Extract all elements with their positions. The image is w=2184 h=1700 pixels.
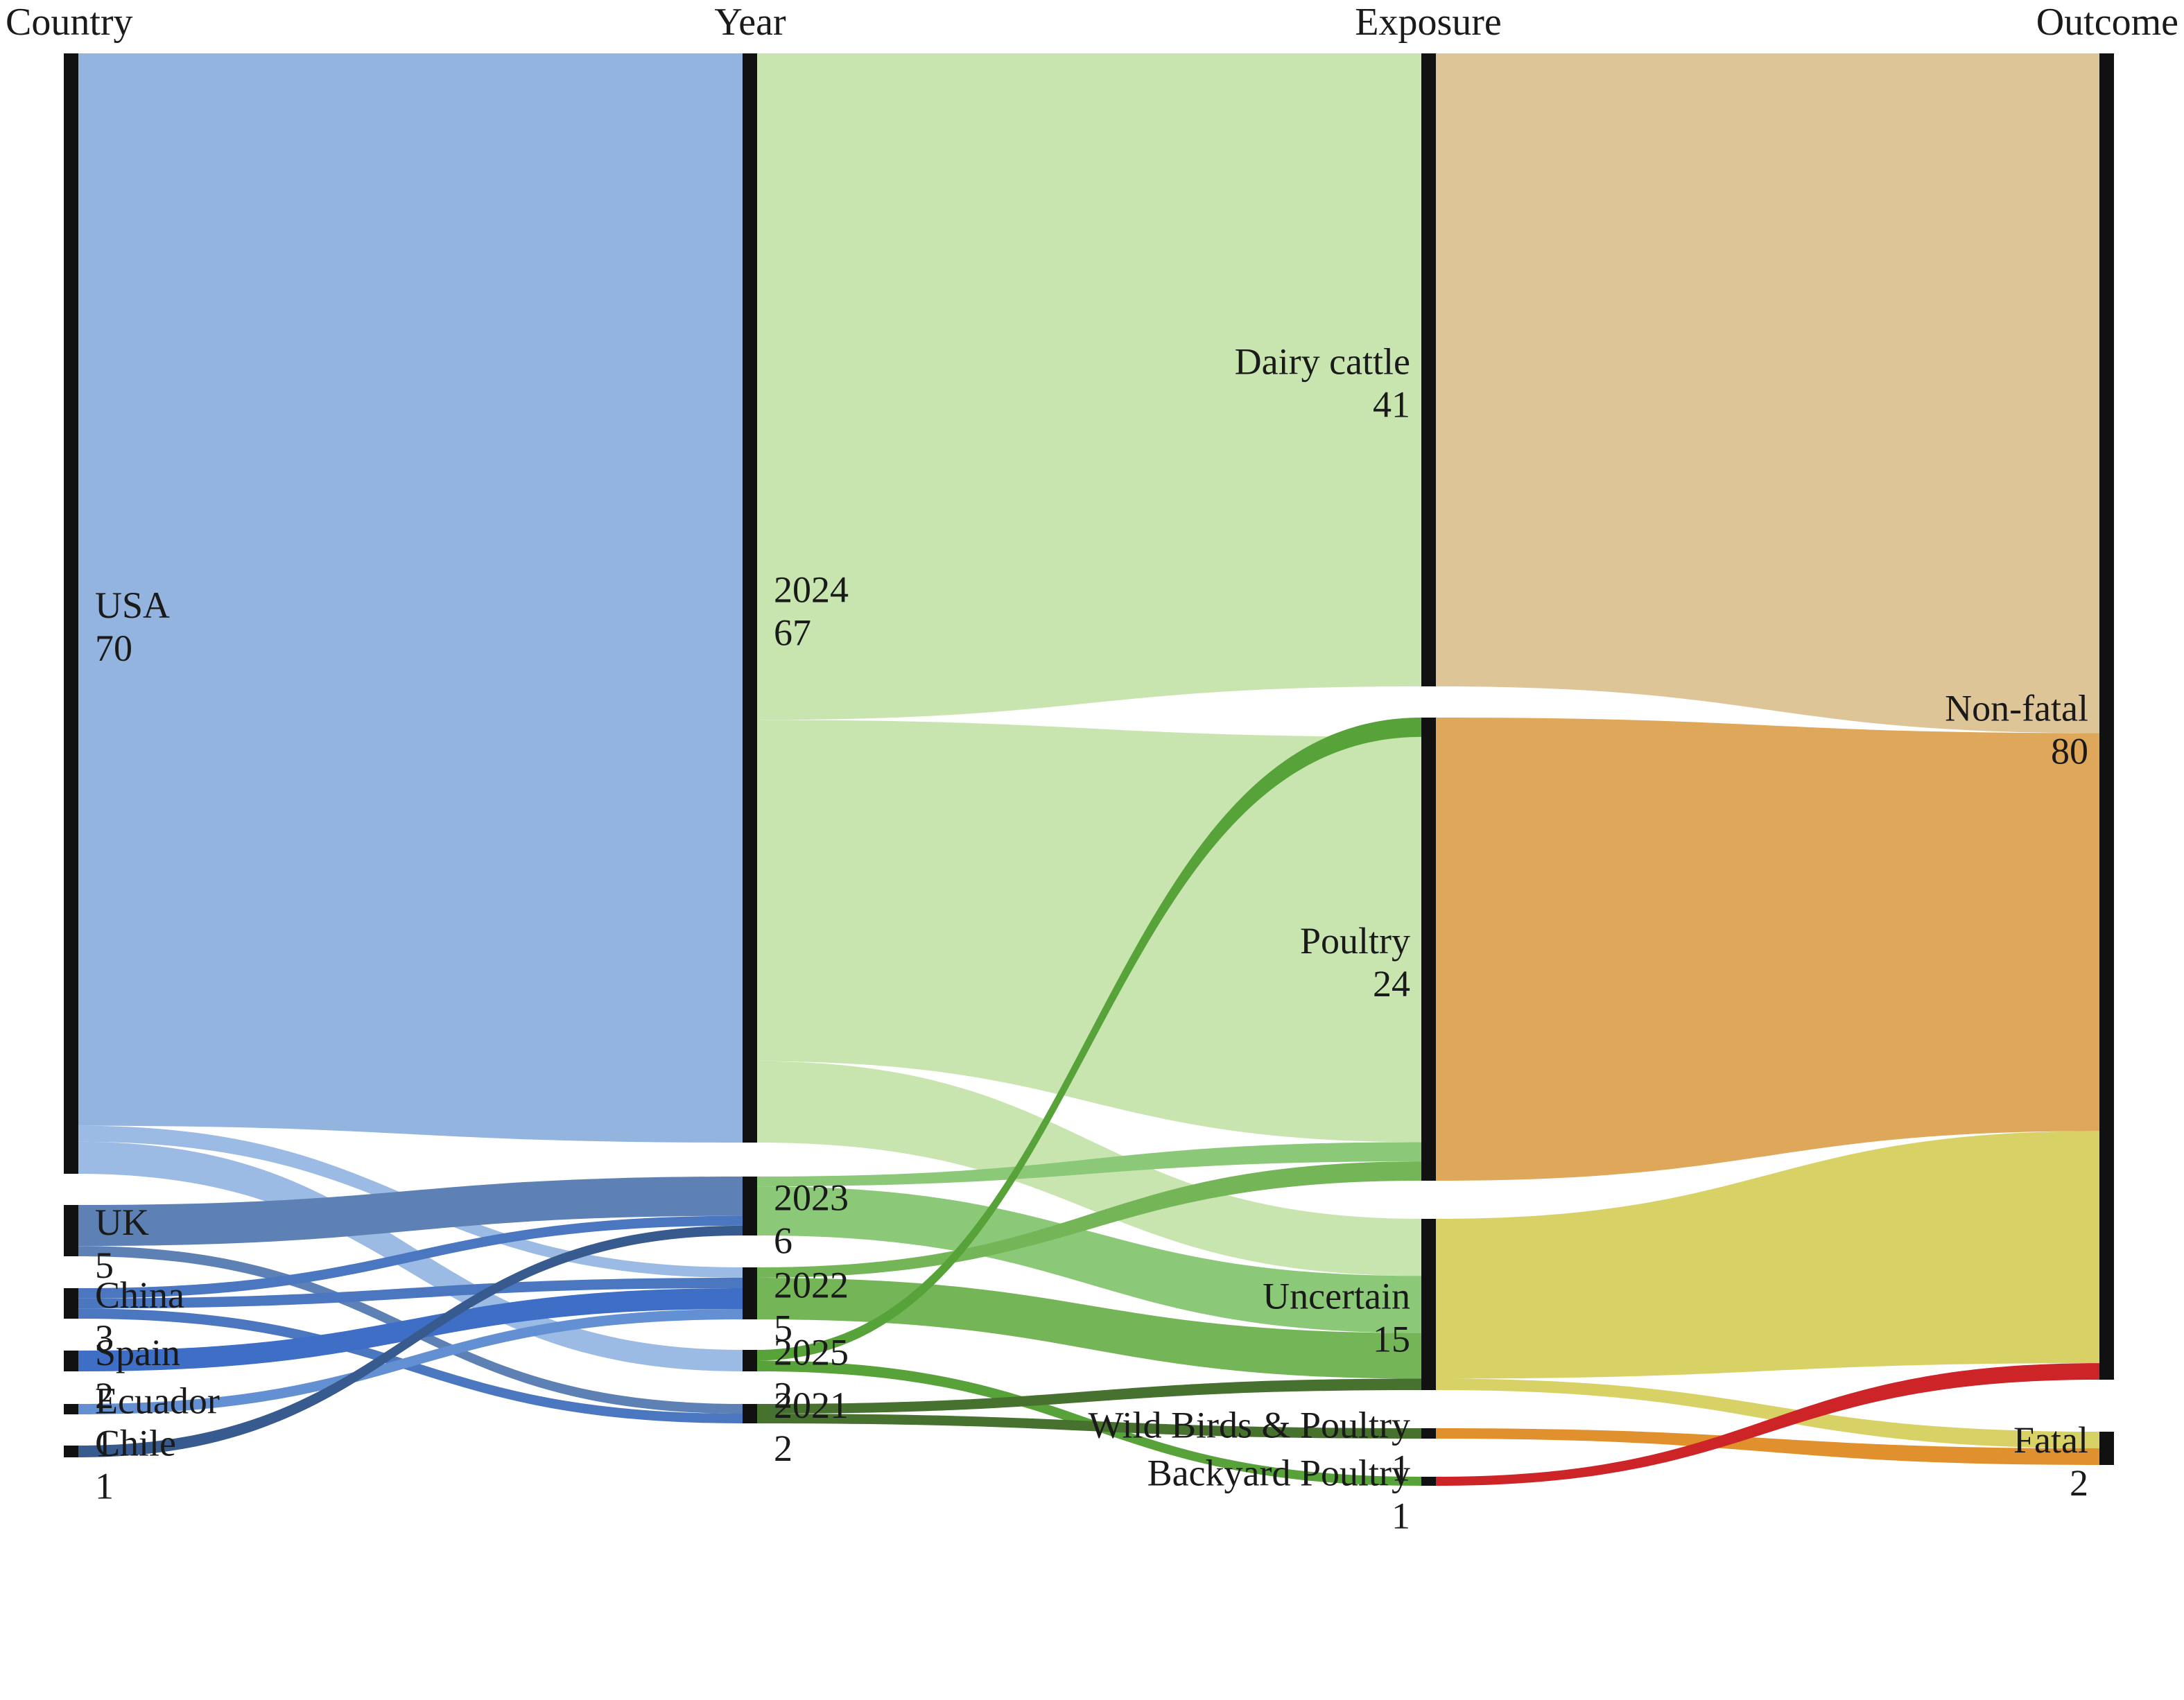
node-label-fatal: Fatal — [2013, 1419, 2088, 1461]
node-label-uncertain: Uncertain — [1263, 1276, 1410, 1317]
node-value-y2025: 2 — [774, 1375, 792, 1416]
node-wbp — [1421, 1428, 1436, 1439]
node-label-chile: Chile — [95, 1423, 176, 1464]
node-y2025 — [743, 1350, 757, 1371]
node-value-nonfatal: 80 — [2051, 731, 2088, 772]
node-fatal — [2099, 1432, 2114, 1465]
flow-y2023-uncertain — [757, 1186, 1421, 1333]
column-header-exposure: Exposure — [1355, 1, 1502, 44]
flow-y2024-poultry — [757, 720, 1421, 1143]
node-poultry — [1421, 718, 1436, 1181]
node-value-y2023: 6 — [774, 1220, 792, 1262]
column-header-year: Year — [714, 1, 786, 44]
node-uk — [64, 1205, 78, 1256]
node-label-china: China — [95, 1274, 184, 1316]
flow-usa-y2024 — [78, 53, 743, 1143]
node-label-poultry: Poultry — [1300, 920, 1410, 962]
node-dairy — [1421, 53, 1436, 686]
flow-y2024-dairy — [757, 53, 1421, 720]
flow-backyard-nonfatal — [1436, 1363, 2099, 1486]
node-label-y2023: 2023 — [774, 1177, 849, 1219]
flow-china-y2022 — [78, 1278, 743, 1309]
flow-chile-y2023 — [78, 1225, 743, 1457]
node-value-uk: 5 — [95, 1244, 114, 1286]
node-value-ecuador: 1 — [95, 1423, 114, 1465]
node-y2024 — [743, 53, 757, 1143]
node-chile — [64, 1446, 78, 1457]
flow-dairy-nonfatal — [1436, 53, 2099, 734]
node-value-chile: 1 — [95, 1466, 114, 1507]
node-y2022 — [743, 1267, 757, 1319]
sankey-nodes — [64, 53, 2114, 1486]
node-value-china: 3 — [95, 1317, 114, 1359]
flow-uncertain-nonfatal — [1436, 1131, 2099, 1379]
node-y2021 — [743, 1404, 757, 1423]
node-labels: USA70UK5China3Spain2Ecuador1Chile1202467… — [95, 341, 2088, 1537]
column-header-country: Country — [6, 1, 133, 44]
column-headers: Country Year Exposure Outcome — [6, 1, 2178, 44]
node-label-ecuador: Ecuador — [95, 1380, 220, 1422]
flow-poultry-nonfatal — [1436, 718, 2099, 1181]
flow-y2021-uncertain — [757, 1378, 1421, 1414]
node-value-fatal: 2 — [2070, 1462, 2088, 1504]
flow-y2022-uncertain — [757, 1278, 1421, 1379]
node-label-usa: USA — [95, 584, 170, 626]
node-value-poultry: 24 — [1373, 963, 1410, 1005]
column-header-outcome: Outcome — [2036, 1, 2178, 44]
flow-ecuador-y2022 — [78, 1309, 743, 1414]
node-value-dairy: 41 — [1373, 384, 1410, 426]
node-label-spain: Spain — [95, 1332, 180, 1373]
node-china — [64, 1288, 78, 1319]
flow-y2023-poultry — [757, 1142, 1421, 1187]
flow-wbp-fatal — [1436, 1428, 2099, 1465]
node-value-y2024: 67 — [774, 612, 811, 654]
node-value-wbp: 1 — [1392, 1448, 1410, 1489]
node-label-backyard: Backyard Poultry — [1147, 1452, 1410, 1494]
node-label-nonfatal: Non-fatal — [1945, 688, 2088, 729]
flow-uk-y2023 — [78, 1177, 743, 1247]
node-label-wbp: Wild Birds & Poultry — [1089, 1405, 1410, 1446]
node-usa — [64, 53, 78, 1174]
node-label-y2021: 2021 — [774, 1385, 849, 1426]
node-value-usa: 70 — [95, 627, 132, 669]
flow-y2022-poultry — [757, 1161, 1421, 1278]
node-value-y2021: 2 — [774, 1428, 792, 1469]
node-label-dairy: Dairy cattle — [1235, 341, 1410, 383]
node-uncertain — [1421, 1219, 1436, 1390]
sankey-links — [78, 53, 2099, 1486]
node-ecuador — [64, 1404, 78, 1414]
node-label-uk: UK — [95, 1202, 149, 1243]
flow-china-y2023 — [78, 1215, 743, 1299]
node-label-y2022: 2022 — [774, 1265, 849, 1306]
flow-uncertain-fatal — [1436, 1378, 2099, 1448]
flow-y2021-wbp — [757, 1414, 1421, 1439]
node-value-uncertain: 15 — [1373, 1319, 1410, 1360]
node-nonfatal — [2099, 53, 2114, 1380]
node-label-y2024: 2024 — [774, 569, 849, 611]
flow-y2025-poultry — [757, 718, 1421, 1361]
node-y2023 — [743, 1177, 757, 1235]
flow-spain-y2022 — [78, 1288, 743, 1371]
node-value-y2022: 5 — [774, 1308, 792, 1349]
node-spain — [64, 1351, 78, 1371]
node-label-y2025: 2025 — [774, 1332, 849, 1373]
node-backyard — [1421, 1477, 1436, 1486]
node-value-backyard: 1 — [1392, 1495, 1410, 1537]
node-value-spain: 2 — [95, 1375, 114, 1416]
